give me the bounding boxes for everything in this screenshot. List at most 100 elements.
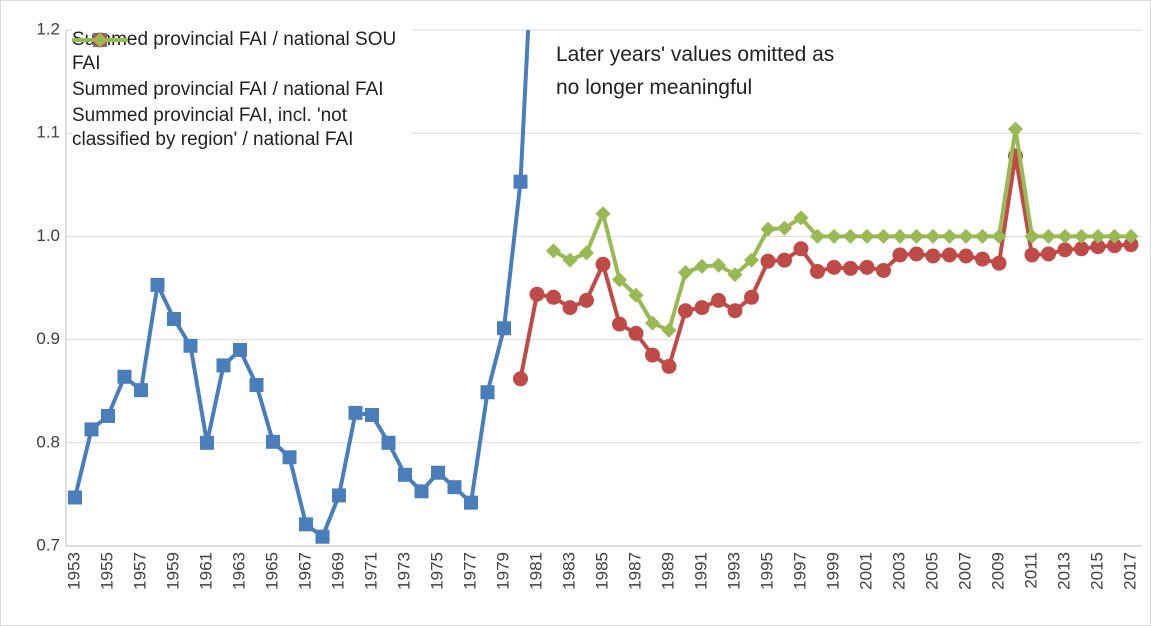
x-tick-label: 2009 — [988, 552, 1007, 590]
marker — [562, 300, 578, 316]
marker — [826, 228, 842, 244]
marker — [975, 251, 990, 267]
marker — [183, 338, 198, 353]
marker — [216, 358, 231, 373]
marker — [513, 174, 528, 189]
x-tick-label: 2013 — [1054, 552, 1073, 590]
marker — [68, 490, 82, 505]
legend-label: Summed provincial FAI / national SOU FAI — [72, 29, 397, 74]
marker — [744, 252, 759, 268]
marker — [612, 272, 627, 288]
y-tick-label: 1.0 — [36, 226, 60, 245]
marker — [991, 228, 1007, 244]
marker — [859, 228, 875, 244]
marker — [892, 247, 908, 263]
marker — [464, 495, 478, 510]
x-tick-label: 2007 — [955, 552, 974, 590]
marker — [266, 434, 280, 449]
x-tick-label: 1983 — [559, 552, 578, 590]
marker — [925, 228, 941, 244]
y-tick-label: 1.1 — [36, 123, 60, 142]
x-tick-label: 1955 — [97, 552, 116, 590]
marker — [661, 358, 677, 374]
marker — [1041, 246, 1056, 262]
marker — [1057, 242, 1073, 258]
y-tick-label: 0.8 — [36, 432, 60, 451]
x-tick-label: 1959 — [163, 552, 182, 590]
x-tick-label: 2011 — [1021, 552, 1040, 589]
legend-item: Summed provincial FAI, incl. 'not classi… — [72, 32, 412, 152]
x-tick-label: 1969 — [328, 552, 347, 590]
y-tick-label: 0.7 — [36, 535, 60, 554]
marker — [661, 322, 677, 338]
marker — [134, 383, 148, 398]
marker — [381, 435, 396, 450]
marker — [150, 277, 165, 292]
marker — [876, 262, 891, 278]
marker — [694, 258, 710, 274]
x-tick-label: 2017 — [1120, 552, 1139, 590]
marker — [497, 321, 511, 336]
x-tick-label: 1995 — [757, 552, 776, 590]
marker — [925, 248, 941, 264]
marker — [1024, 228, 1040, 244]
marker — [793, 241, 809, 257]
marker — [678, 303, 693, 319]
legend-swatch — [72, 32, 128, 48]
x-tick-label: 2003 — [889, 552, 908, 590]
x-tick-label: 1977 — [460, 552, 479, 590]
x-tick-label: 1967 — [295, 552, 314, 590]
marker — [612, 316, 627, 332]
marker — [365, 407, 379, 422]
x-tick-label: 1999 — [823, 552, 842, 590]
marker — [1074, 228, 1089, 244]
marker — [843, 228, 858, 244]
x-tick-label: 2005 — [922, 552, 941, 590]
marker — [727, 267, 743, 283]
x-tick-label: 1985 — [592, 552, 611, 590]
marker — [332, 488, 346, 503]
marker — [1107, 228, 1122, 244]
marker — [1123, 237, 1139, 253]
marker — [760, 221, 776, 237]
marker — [942, 228, 957, 244]
marker — [645, 315, 660, 331]
marker — [991, 255, 1007, 271]
marker — [480, 385, 495, 400]
marker — [958, 248, 974, 264]
marker — [909, 228, 924, 244]
marker — [348, 405, 363, 420]
marker — [645, 347, 660, 363]
marker — [628, 325, 644, 341]
marker — [826, 259, 842, 275]
marker — [282, 450, 297, 465]
marker — [562, 252, 578, 268]
x-tick-label: 1987 — [625, 552, 644, 590]
x-tick-label: 1979 — [493, 552, 512, 590]
plot-area — [68, 30, 1139, 544]
marker — [431, 465, 445, 480]
x-tick-label: 1963 — [229, 552, 248, 590]
marker — [678, 265, 693, 281]
marker — [101, 408, 115, 423]
legend: Summed provincial FAI / national SOU FAI… — [72, 28, 412, 154]
marker — [84, 422, 99, 437]
marker — [529, 286, 545, 302]
legend-item: Summed provincial FAI / national FAI — [72, 32, 412, 102]
marker — [546, 243, 561, 259]
marker — [1057, 228, 1073, 244]
marker — [117, 369, 132, 384]
marker — [810, 228, 825, 244]
marker — [711, 292, 726, 308]
marker — [315, 529, 330, 544]
marker — [1024, 247, 1040, 263]
marker — [546, 289, 561, 305]
legend-marker — [92, 32, 108, 48]
marker — [628, 287, 644, 303]
x-tick-label: 1973 — [394, 552, 413, 590]
marker — [1090, 228, 1106, 244]
x-tick-label: 1965 — [262, 552, 281, 590]
x-tick-label: 1981 — [526, 552, 545, 590]
marker — [1090, 239, 1106, 255]
marker — [777, 252, 792, 268]
